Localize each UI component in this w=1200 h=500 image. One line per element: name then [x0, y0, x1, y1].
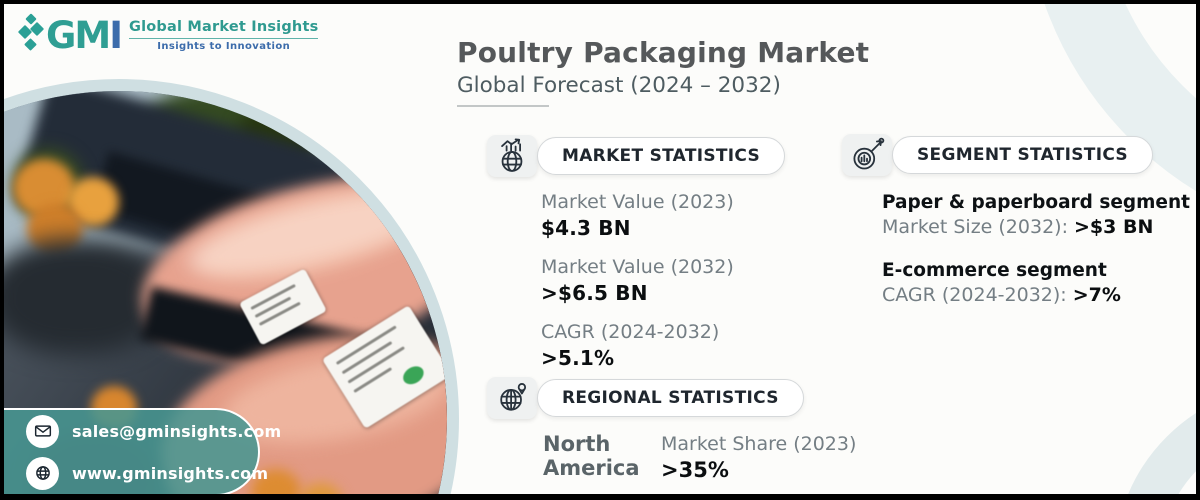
envelope-icon: [26, 414, 59, 448]
share-label: Market Share (2023): [661, 433, 857, 455]
region-share: Market Share (2023) >35%: [661, 433, 856, 482]
subtitle-underline: [457, 105, 549, 107]
market-cagr: CAGR (2024-2032) >5.1%: [541, 321, 785, 370]
pie-chart-magnifier-icon: [842, 134, 892, 176]
segment-stat-line: Market Size (2032): >$3 BN: [882, 216, 1190, 238]
regional-statistics-section: REGIONAL STATISTICS North America Market…: [487, 377, 856, 482]
photo-shape-shadow: [4, 239, 164, 354]
contact-email[interactable]: sales@gminsights.com: [26, 414, 281, 448]
market-value-2023: Market Value (2023) $4.3 BN: [541, 191, 785, 240]
stat-value: >5.1%: [541, 346, 615, 370]
brand-tagline: Insights to Innovation: [157, 40, 291, 52]
contact-website[interactable]: www.gminsights.com: [26, 456, 268, 490]
segment-statistics-section: SEGMENT STATISTICS Paper & paperboard se…: [842, 134, 1190, 328]
stat-label: Market Value (2023): [541, 191, 734, 213]
segment-statistics-heading: SEGMENT STATISTICS: [892, 136, 1153, 174]
page-subtitle: Global Forecast (2024 – 2032): [457, 73, 781, 98]
page-title: Poultry Packaging Market: [457, 36, 870, 69]
gmi-logo: GMI Global Market Insights Insights to I…: [17, 13, 319, 57]
segment-stat-value: >$3 BN: [1074, 216, 1154, 238]
segment-paper-paperboard: Paper & paperboard segment Market Size (…: [882, 192, 1190, 238]
title-block: Poultry Packaging Market Global Forecast…: [457, 36, 869, 107]
market-value-2032: Market Value (2032) >$6.5 BN: [541, 256, 785, 305]
decorative-ring-bottom-right: [1114, 384, 1196, 494]
segment-stat-value: >7%: [1072, 284, 1121, 306]
globe-bar-chart-icon: [487, 135, 537, 177]
region-name: North America: [543, 432, 640, 480]
share-value: >35%: [661, 458, 729, 482]
photo-shape-orange: [299, 483, 343, 494]
segment-stat-label: Market Size (2032):: [882, 216, 1075, 238]
market-statistics-section: MARKET STATISTICS Market Value (2023) $4…: [487, 135, 786, 386]
globe-location-pin-icon: [487, 377, 537, 419]
globe-icon: [26, 456, 59, 490]
stat-value: $4.3 BN: [541, 216, 631, 240]
contact-website-text: www.gminsights.com: [72, 463, 269, 483]
stat-value: >$6.5 BN: [541, 281, 648, 305]
regional-statistics-heading: REGIONAL STATISTICS: [537, 379, 804, 417]
segment-stat-line: CAGR (2024-2032): >7%: [882, 284, 1190, 306]
segment-ecommerce: E-commerce segment CAGR (2024-2032): >7%: [882, 260, 1190, 306]
market-statistics-heading: MARKET STATISTICS: [537, 137, 786, 175]
contact-email-text: sales@gminsights.com: [72, 421, 282, 441]
stat-label: CAGR (2024-2032): [541, 321, 720, 343]
gmi-logo-text: GMI: [46, 13, 123, 57]
segment-stat-label: CAGR (2024-2032):: [882, 284, 1073, 306]
contact-card: sales@gminsights.com www.gminsights.com: [4, 408, 281, 494]
gmi-diamonds-icon: [17, 13, 45, 56]
logo-divider: [128, 37, 319, 39]
segment-name: Paper & paperboard segment: [882, 192, 1190, 213]
stat-label: Market Value (2032): [541, 256, 734, 278]
segment-name: E-commerce segment: [882, 260, 1107, 281]
brand-name: Global Market Insights: [128, 18, 319, 35]
